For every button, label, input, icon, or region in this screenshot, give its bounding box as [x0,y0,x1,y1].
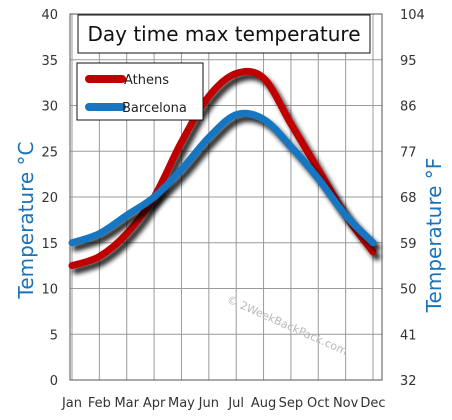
series-lines [68,67,377,270]
x-tick-label: Jun [198,396,219,411]
x-tick-label: Nov [333,396,359,411]
right-tick-label: 68 [400,191,417,206]
title-box [77,14,371,54]
x-tick-label: May [168,396,195,411]
right-tick-label: 59 [400,237,417,252]
left-tick-label: 15 [41,237,58,252]
x-tick-label: Oct [307,396,329,411]
right-tick-label: 77 [400,145,417,160]
left-tick-label: 0 [50,374,58,389]
right-tick-label: 41 [400,328,417,343]
legend-athens-label: Athens [124,73,169,88]
series-line-barcelona [68,109,377,247]
right-tick-label: 95 [400,54,417,69]
left-tick-label: 5 [50,328,58,343]
left-tick-label: 40 [41,8,58,23]
legend-barcelona-label: Barcelona [122,101,187,116]
left-tick-label: 30 [41,100,58,115]
right-tick-label: 32 [400,374,417,389]
x-tick-label: Jul [227,396,244,411]
x-tick-label: Sep [279,396,304,411]
left-axis-title: Temperature °C [14,141,38,299]
grid-lines [69,13,383,381]
x-tick-label: Feb [88,396,111,411]
right-axis-title: Temperature °F [422,158,446,314]
left-tick-label: 35 [41,54,58,69]
x-tick-label: Jan [61,396,82,411]
legend: Athens Barcelona [76,62,204,121]
left-tick-label: 20 [41,191,58,206]
right-tick-label: 50 [400,283,417,298]
left-axis-ticks: 0 5 10 15 20 25 30 35 40 [41,8,58,389]
right-tick-label: 104 [400,8,425,23]
left-tick-label: 10 [41,283,58,298]
chart-title: Day time max temperature [87,22,360,46]
left-tick-label: 25 [41,145,58,160]
x-axis-ticks: Jan Feb Mar Apr May Jun Jul Aug Sep Oct Nov Dec [61,396,386,411]
x-tick-label: Dec [360,396,385,411]
x-tick-label: Aug [251,396,276,411]
plot-frame [69,13,383,381]
x-tick-label: Mar [114,396,139,411]
x-tick-label: Apr [143,396,166,411]
series-line-athens [68,67,377,270]
right-axis-ticks: 32 41 50 59 68 77 86 95 104 [400,8,425,389]
right-tick-label: 86 [400,100,417,115]
